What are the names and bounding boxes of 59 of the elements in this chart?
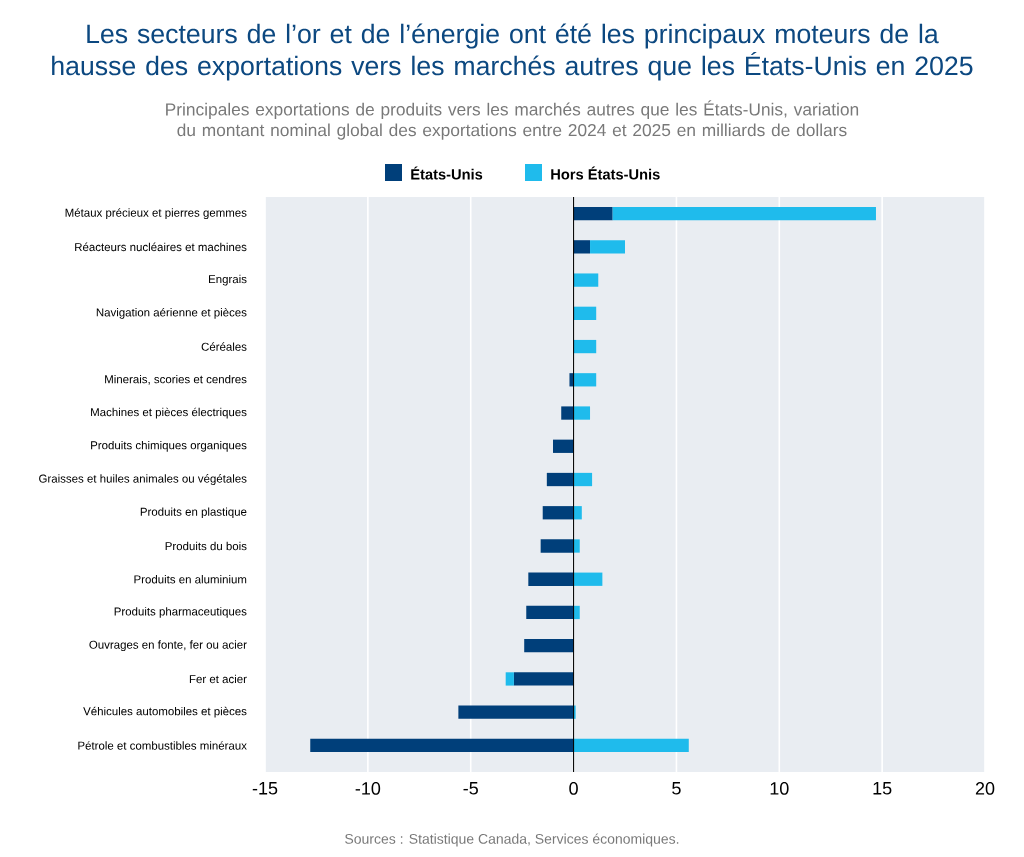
bar — [526, 605, 574, 620]
bar — [546, 472, 574, 487]
x-tick-label: 15 — [873, 782, 892, 795]
bar — [561, 406, 574, 420]
x-tick-label: -5 — [463, 782, 478, 795]
bar — [573, 506, 582, 520]
bar — [310, 738, 574, 753]
chart-subtitle: Principales exportations de produits vers les marchés autres que les États-Unis, variation du montant nominal global des exportations entre 2024 et 2025 en milliards de dollars — [166, 100, 859, 140]
y-tick-label: Ouvrages en fonte, fer ou acier — [89, 640, 247, 652]
x-tick-label: -15 — [252, 782, 278, 795]
bar — [612, 206, 876, 221]
bar — [542, 506, 574, 520]
bar — [573, 306, 597, 320]
y-tick-label: Pétrole et combustibles minéraux — [78, 741, 247, 750]
bar — [569, 373, 574, 387]
legend-label: États-Unis — [411, 166, 483, 180]
bar — [590, 240, 625, 254]
y-tick-label: Engrais — [209, 274, 247, 286]
y-tick-label: Produits en plastique — [140, 507, 247, 519]
x-tick-label: 0 — [569, 782, 578, 795]
bar — [505, 672, 514, 686]
bar — [513, 672, 574, 686]
bar — [573, 738, 689, 753]
bar — [524, 639, 574, 653]
x-tick-label: 20 — [975, 782, 995, 795]
bar — [573, 206, 613, 221]
y-tick-label: Machines et pièces électriques — [91, 407, 247, 419]
y-tick-label: Graisses et huiles animales ou végétales — [39, 474, 247, 485]
bar — [573, 273, 599, 287]
y-tick-label: Minerais, scories et cendres — [105, 374, 247, 385]
legend-label: Hors États-Unis — [551, 166, 660, 180]
bar — [540, 539, 574, 553]
bar — [573, 472, 593, 487]
bar — [573, 339, 597, 354]
x-tick-label: 5 — [672, 782, 681, 795]
bar — [573, 539, 580, 553]
bar — [573, 705, 576, 719]
x-tick-label: 10 — [770, 782, 789, 795]
y-tick-label: Produits pharmaceutiques — [114, 607, 247, 618]
bar — [573, 572, 603, 586]
y-tick-label: Navigation aérienne et pièces — [96, 307, 247, 319]
y-tick-label: Métaux précieux et pierres gemmes — [65, 208, 247, 220]
source-note: Sources : Statistique Canada, Services économiques. — [345, 833, 679, 847]
x-tick-label: -10 — [355, 782, 381, 795]
y-tick-label: Fer et acier — [189, 674, 247, 684]
bar — [573, 406, 591, 420]
y-tick-label: Produits chimiques organiques — [91, 440, 247, 452]
bar — [458, 705, 574, 719]
bar — [573, 373, 597, 387]
bar — [573, 240, 591, 254]
chart-title: Les secteurs de l’or et de l’énergie ont été les principaux moteurs de la hausse des exportations vers les marchés autres que les États-Unis en 2025 — [52, 23, 973, 81]
y-tick-label: Véhicules automobiles et pièces — [83, 706, 247, 718]
y-tick-label: Produits en aluminium — [134, 575, 247, 584]
y-tick-label: Réacteurs nucléaires et machines — [75, 242, 247, 252]
y-tick-label: Produits du bois — [165, 541, 247, 551]
bar — [573, 605, 580, 620]
bar — [553, 439, 574, 453]
bar — [528, 572, 574, 586]
y-tick-label: Céréales — [201, 342, 247, 351]
